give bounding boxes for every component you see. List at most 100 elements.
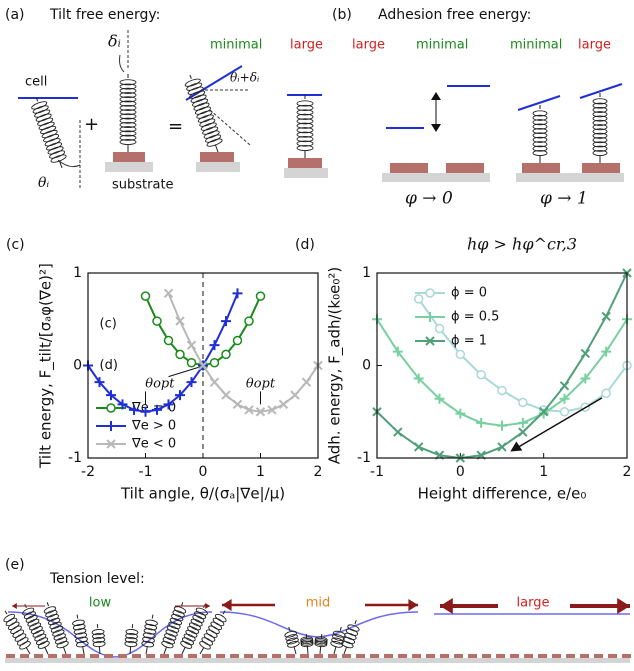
coil [74, 632, 87, 639]
annotation: θopt [246, 377, 276, 392]
x-axis-label: Height difference, e/e₀ [418, 485, 587, 503]
pad [446, 163, 484, 173]
y-tick-label: 1 [73, 265, 82, 281]
pad [552, 654, 561, 658]
label: substrate [112, 178, 174, 193]
coil [72, 619, 85, 626]
point [477, 371, 485, 379]
panel-label: (e) [5, 557, 25, 573]
label: minimal [210, 38, 262, 53]
pad [582, 163, 620, 173]
legend-label: ϕ = 0 [451, 286, 487, 301]
pad [440, 654, 449, 658]
coil [172, 609, 185, 618]
annotation: θopt [145, 377, 175, 392]
spring [120, 74, 136, 152]
pad [20, 654, 29, 658]
label: δᵢ [108, 32, 121, 51]
pad [132, 654, 141, 658]
pad [328, 654, 337, 658]
point [602, 312, 610, 320]
substrate [382, 173, 490, 182]
label: mid [306, 596, 331, 611]
pad [496, 654, 505, 658]
pad [300, 654, 309, 658]
label: θᵢ [38, 175, 49, 191]
spring-stem [146, 646, 147, 654]
coil [165, 629, 178, 638]
point [476, 418, 486, 428]
spring-stem [320, 646, 321, 654]
pad [482, 654, 491, 658]
point [303, 378, 311, 386]
panel-label: (b) [332, 7, 352, 23]
point [211, 378, 219, 386]
coil [143, 632, 156, 639]
pad [580, 654, 589, 658]
point [497, 421, 507, 431]
operator: = [168, 116, 183, 137]
pad [412, 654, 421, 658]
spring-stem [294, 646, 296, 654]
arrowhead [408, 599, 418, 611]
legend-label: ∇e > 0 [131, 419, 176, 434]
point [153, 317, 161, 325]
pad [200, 152, 234, 162]
coil [55, 636, 68, 645]
spring-stem [344, 646, 347, 654]
substrate [196, 162, 240, 172]
x-tick-label: -1 [139, 464, 153, 480]
spring [195, 608, 230, 657]
point [518, 418, 528, 428]
pad [34, 654, 43, 658]
pad [608, 654, 617, 658]
point [280, 400, 288, 408]
point [519, 428, 527, 436]
spring-stem [307, 646, 308, 654]
spring-stem [152, 615, 153, 619]
spring-stem [99, 646, 100, 654]
y-tick-label: -1 [68, 450, 82, 466]
membrane [580, 84, 622, 98]
label: large [578, 38, 611, 53]
pad [118, 654, 127, 658]
spring [42, 600, 72, 656]
pad [384, 654, 393, 658]
panel-label: (c) [6, 237, 25, 253]
panel-title: Adhesion free energy: [378, 7, 531, 23]
label: large [517, 596, 550, 611]
coil [76, 641, 89, 648]
pad [146, 654, 155, 658]
panel-label: (a) [5, 7, 25, 23]
point [291, 391, 299, 399]
x-tick-label: 2 [623, 464, 632, 480]
point [602, 389, 610, 397]
label: minimal [510, 38, 562, 53]
coil [341, 640, 354, 649]
pad [230, 654, 239, 658]
pad [566, 654, 575, 658]
label: low [89, 596, 112, 611]
label: large [290, 38, 323, 53]
coil [52, 629, 65, 638]
spring [29, 95, 70, 171]
panel-title: Tilt free energy: [49, 7, 160, 23]
pad [258, 654, 267, 658]
spring-stem [182, 647, 185, 654]
coil [92, 629, 104, 635]
label: θᵢ+δᵢ [230, 71, 260, 85]
point [498, 443, 506, 451]
angle-arc [120, 55, 125, 72]
pad [370, 654, 379, 658]
label: φ → 0 [405, 189, 453, 209]
coil [3, 613, 16, 624]
point [222, 391, 230, 399]
spring-stem [200, 647, 204, 654]
line [419, 299, 627, 412]
spring [182, 72, 225, 155]
pad [188, 654, 197, 658]
coil [56, 640, 69, 649]
coil [284, 630, 297, 638]
x-tick-label: 0 [199, 464, 208, 480]
